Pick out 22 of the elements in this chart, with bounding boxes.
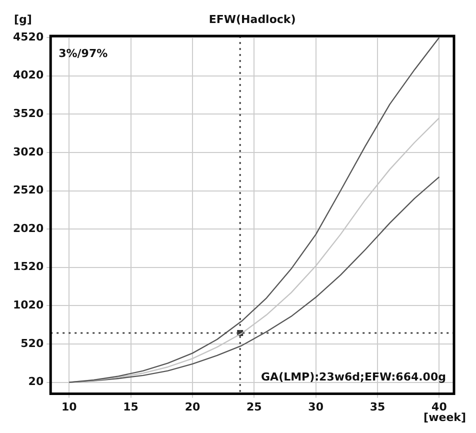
y-tick-label: 1520 [12,260,44,274]
x-tick-label: 20 [184,400,200,414]
x-tick-label: 40 [432,400,448,414]
x-axis-title: [week] [424,410,466,424]
y-tick-label: 2020 [12,222,44,235]
y-tick-label: 3520 [12,107,44,120]
annotation: 3%/97% [58,46,108,60]
y-tick-label: 520 [20,336,44,350]
y-tick-label: 1020 [12,298,44,312]
y-tick-label: 4520 [12,30,44,44]
x-tick-label: 10 [61,400,78,414]
y-tick-label: 2520 [12,184,44,197]
x-tick-label: 30 [308,400,324,414]
x-tick-label: 35 [370,400,386,414]
y-axis-title: [g] [14,12,32,26]
y-tick-label: 4020 [12,68,44,82]
chart-title: EFW(Hadlock) [208,12,296,26]
x-tick-label: 25 [246,400,262,414]
y-tick-label: 20 [28,375,44,388]
y-tick-label: 3020 [12,145,44,158]
x-tick-label: 15 [123,400,138,414]
annotation: GA(LMP):23w6d;EFW:664.00g [261,370,446,384]
